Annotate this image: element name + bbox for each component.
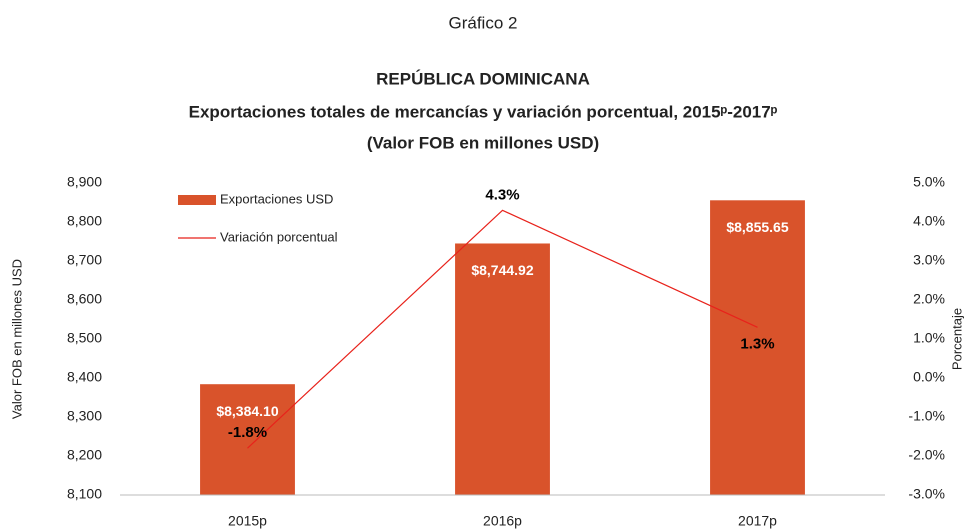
y2-tick-label: 3.0% (913, 252, 945, 268)
x-tick-label: 2015p (228, 513, 267, 529)
y2-axis-label: Porcentaje (949, 308, 964, 370)
y-tick-label: 8,400 (67, 369, 102, 385)
y2-tick-label: 1.0% (913, 330, 945, 346)
y2-tick-label: -1.0% (908, 408, 945, 424)
legend-label: Variación porcentual (220, 229, 338, 244)
y2-tick-label: -2.0% (908, 447, 945, 463)
y-tick-label: 8,800 (67, 213, 102, 229)
chart-subtitle: REPÚBLICA DOMINICANA (376, 69, 590, 88)
y-tick-label: 8,700 (67, 252, 102, 268)
x-tick-label: 2016p (483, 513, 522, 529)
x-tick-label: 2017p (738, 513, 777, 529)
y-tick-label: 8,600 (67, 291, 102, 307)
legend-swatch (178, 195, 216, 205)
legend-label: Exportaciones USD (220, 191, 333, 206)
line-value-label: 4.3% (485, 186, 519, 203)
y2-tick-label: 4.0% (913, 213, 945, 229)
bar-value-label: $8,744.92 (471, 262, 533, 278)
line-value-label: -1.8% (228, 424, 267, 441)
chart-title: Gráfico 2 (449, 13, 518, 32)
y-tick-label: 8,200 (67, 447, 102, 463)
chart-subtitle: (Valor FOB en millones USD) (367, 133, 599, 152)
chart-subtitle: Exportaciones totales de mercancías y va… (189, 102, 778, 121)
bar-value-label: $8,384.10 (216, 403, 278, 419)
line (247, 209, 758, 449)
bar-value-label: $8,855.65 (726, 219, 788, 235)
bar (455, 243, 550, 495)
y-tick-label: 8,300 (67, 408, 102, 424)
y2-tick-label: 2.0% (913, 291, 945, 307)
line-value-label: 1.3% (740, 335, 774, 352)
bar (200, 384, 295, 495)
y-tick-label: 8,100 (67, 486, 102, 502)
y2-tick-label: -3.0% (908, 486, 945, 502)
bar (710, 200, 805, 495)
y2-tick-label: 0.0% (913, 369, 945, 385)
y-axis-label: Valor FOB en millones USD (9, 259, 24, 419)
y-tick-label: 8,900 (67, 174, 102, 190)
y-tick-label: 8,500 (67, 330, 102, 346)
y2-tick-label: 5.0% (913, 174, 945, 190)
